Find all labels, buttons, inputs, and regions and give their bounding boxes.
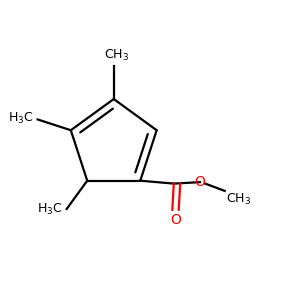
Text: CH$_3$: CH$_3$ — [226, 192, 251, 207]
Text: O: O — [194, 175, 206, 189]
Text: H$_3$C: H$_3$C — [8, 110, 33, 125]
Text: CH$_3$: CH$_3$ — [104, 48, 129, 63]
Text: H$_3$C: H$_3$C — [37, 201, 62, 217]
Text: O: O — [170, 213, 181, 227]
